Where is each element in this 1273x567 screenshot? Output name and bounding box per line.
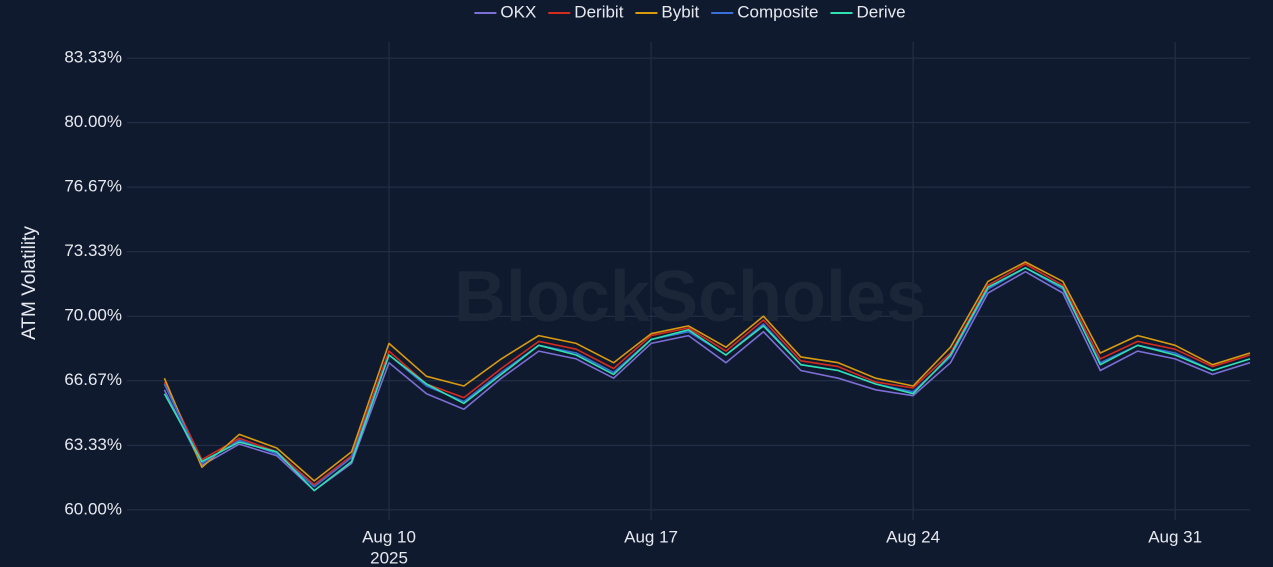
y-tick-label: 76.67%: [64, 177, 122, 196]
series-line: [163, 267, 1251, 492]
x-tick-label: Aug 10: [362, 527, 416, 546]
y-tick-label: 63.33%: [64, 435, 122, 454]
legend-label: Composite: [737, 2, 818, 21]
legend-label: Derive: [856, 2, 905, 21]
x-tick-label: Aug 17: [624, 527, 678, 546]
legend: OKX Deribit Bybit Composite Derive: [474, 2, 906, 21]
y-tick-label: 83.33%: [64, 48, 122, 67]
legend-label: Bybit: [661, 2, 699, 21]
y-tick-label: 70.00%: [64, 306, 122, 325]
legend-label: OKX: [500, 2, 536, 21]
series-line: [163, 270, 1251, 492]
y-tick-label: 80.00%: [64, 112, 122, 131]
x-tick-year: 2025: [370, 548, 408, 567]
y-tick-label: 73.33%: [64, 241, 122, 260]
series-line: [163, 261, 1251, 482]
y-tick-label: 66.67%: [64, 370, 122, 389]
legend-label: Deribit: [574, 2, 623, 21]
series-line: [163, 263, 1251, 486]
watermark: BlockScholes: [454, 257, 926, 337]
y-axis-title: ATM Volatility: [19, 226, 40, 340]
x-tick-label: Aug 31: [1148, 527, 1202, 546]
x-tick-label: Aug 24: [886, 527, 940, 546]
y-tick-label: 60.00%: [64, 499, 122, 518]
